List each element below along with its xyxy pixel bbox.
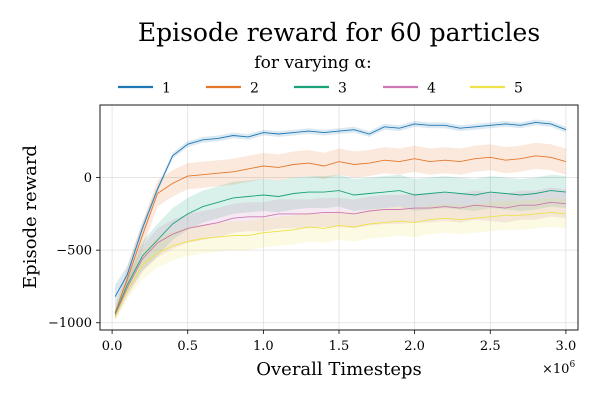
- x-axis-label: Overall Timesteps: [256, 359, 422, 380]
- x-tick-label: 0.5: [177, 339, 198, 354]
- legend: 1 2 3 4 5: [118, 81, 523, 97]
- band-series-2: [115, 142, 566, 319]
- legend-label-3: 3: [338, 81, 347, 97]
- y-tick-label: 0: [84, 171, 92, 186]
- band-series-4: [115, 187, 566, 320]
- axis-ticks: 0.0 0.5 1.0 1.5 2.0 2.5 3.0 −1000 −500 0: [48, 171, 576, 354]
- line-series-2: [114, 155, 567, 313]
- x-tick-label: 2.5: [480, 339, 501, 354]
- x-axis-multiplier: ×106: [542, 360, 575, 377]
- y-tick-label: −500: [56, 244, 92, 259]
- line-series-1: [114, 121, 567, 297]
- x-multiplier-exponent: 6: [569, 360, 575, 370]
- y-axis-label: Episode reward: [20, 145, 41, 289]
- grid: [100, 105, 578, 330]
- x-tick-label: 2.0: [404, 339, 425, 354]
- x-tick-label: 1.0: [253, 339, 274, 354]
- x-multiplier-base: ×10: [542, 362, 569, 377]
- chart-subtitle: for varying α:: [254, 53, 371, 73]
- x-tick-label: 0.0: [102, 339, 123, 354]
- line-series-4: [114, 201, 566, 316]
- x-tick-label: 3.0: [556, 339, 577, 354]
- band-series-3: [115, 174, 566, 319]
- confidence-bands: [115, 119, 566, 322]
- legend-label-5: 5: [514, 81, 523, 97]
- chart-title: Episode reward for 60 particles: [138, 18, 540, 47]
- line-series-3: [114, 190, 566, 315]
- legend-label-1: 1: [162, 81, 171, 97]
- series-lines: [114, 121, 567, 318]
- y-tick-label: −1000: [48, 316, 92, 331]
- line-series-5: [114, 211, 566, 318]
- legend-label-4: 4: [427, 81, 436, 97]
- x-tick-label: 1.5: [329, 339, 350, 354]
- legend-label-2: 2: [250, 81, 259, 97]
- band-series-5: [115, 197, 566, 322]
